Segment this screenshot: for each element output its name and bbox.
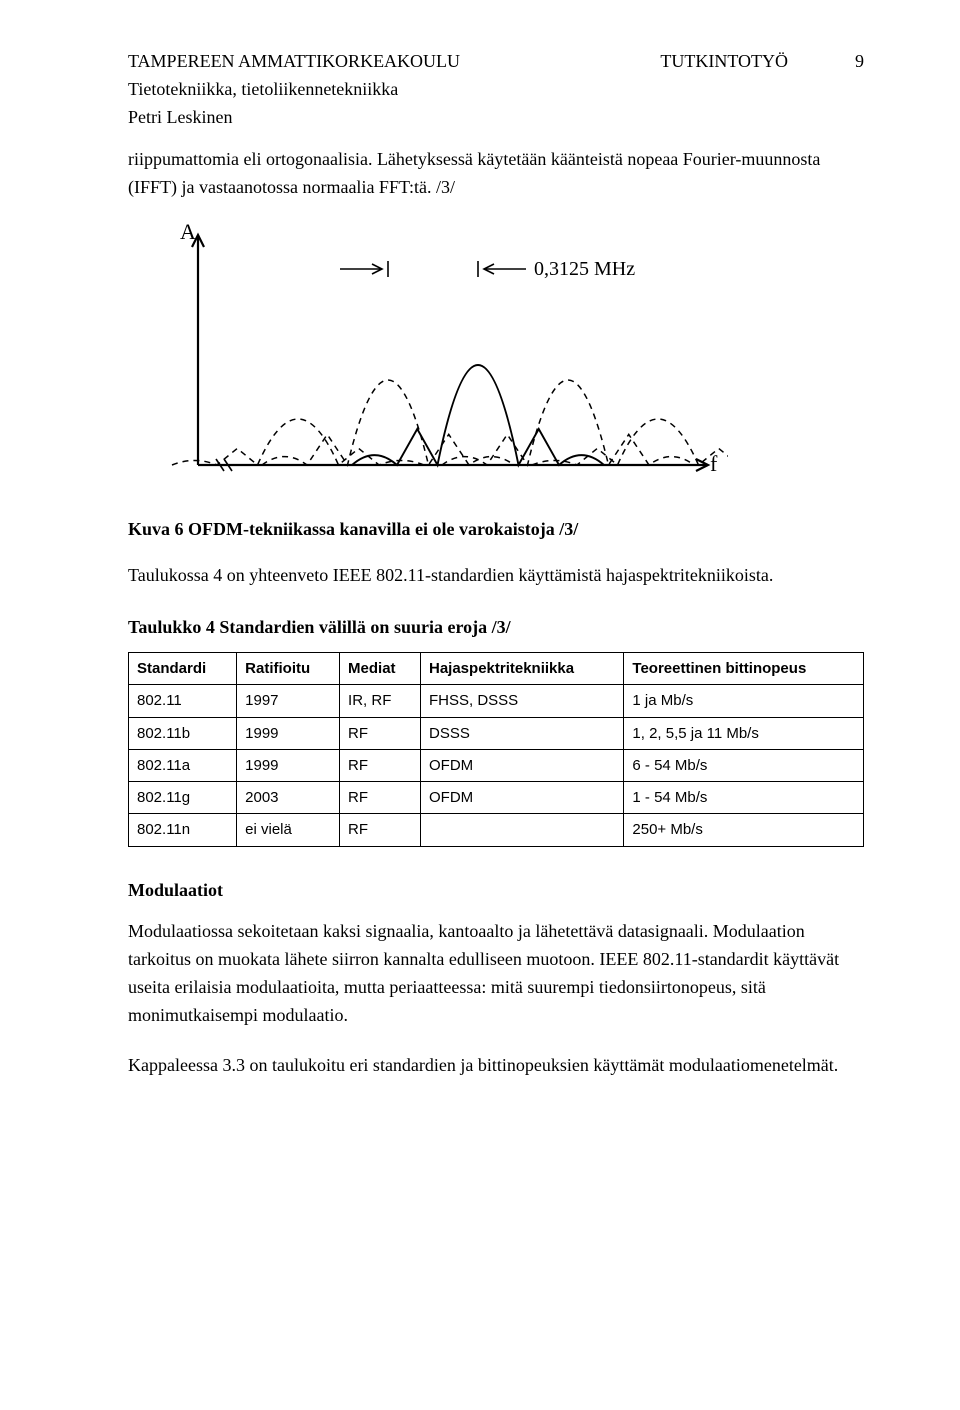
header-left: TAMPEREEN AMMATTIKORKEAKOULU Tietoteknii… xyxy=(128,48,460,132)
table-caption: Taulukko 4 Standardien välillä on suuria… xyxy=(128,614,864,642)
svg-text:A: A xyxy=(180,219,196,244)
table-cell xyxy=(421,814,624,846)
header-right: TUTKINTOTYÖ 9 xyxy=(660,48,864,132)
modulation-para-2: Kappaleessa 3.3 on taulukoitu eri standa… xyxy=(128,1052,864,1080)
table-row: 802.11b1999RFDSSS1, 2, 5,5 ja 11 Mb/s xyxy=(129,717,864,749)
table-body: 802.111997IR, RFFHSS, DSSS1 ja Mb/s802.1… xyxy=(129,685,864,846)
page: TAMPEREEN AMMATTIKORKEAKOULU Tietoteknii… xyxy=(0,0,960,1410)
ofdm-spectrum-chart: Af0,3125 MHz xyxy=(128,215,864,504)
table-cell: 1997 xyxy=(237,685,340,717)
table-cell: OFDM xyxy=(421,749,624,781)
table-cell: RF xyxy=(340,814,421,846)
table-cell: ei vielä xyxy=(237,814,340,846)
table-cell: OFDM xyxy=(421,782,624,814)
header-line-1: TAMPEREEN AMMATTIKORKEAKOULU xyxy=(128,48,460,76)
header-line-2: Tietotekniikka, tietoliikennetekniikka xyxy=(128,76,460,104)
table-cell: 6 - 54 Mb/s xyxy=(624,749,864,781)
table-cell: 1 - 54 Mb/s xyxy=(624,782,864,814)
table-cell: 802.11b xyxy=(129,717,237,749)
after-figure-paragraph-block: Taulukossa 4 on yhteenveto IEEE 802.11-s… xyxy=(128,562,864,590)
table-cell: FHSS, DSSS xyxy=(421,685,624,717)
after-figure-paragraph: Taulukossa 4 on yhteenveto IEEE 802.11-s… xyxy=(128,562,864,590)
table-header-cell: Standardi xyxy=(129,653,237,685)
table-header-cell: Ratifioitu xyxy=(237,653,340,685)
page-header: TAMPEREEN AMMATTIKORKEAKOULU Tietoteknii… xyxy=(128,48,864,132)
table-header-cell: Mediat xyxy=(340,653,421,685)
table-cell: 802.11a xyxy=(129,749,237,781)
table-cell: 802.11g xyxy=(129,782,237,814)
table-header-cell: Hajaspektritekniikka xyxy=(421,653,624,685)
table-cell: 1 ja Mb/s xyxy=(624,685,864,717)
header-right-label: TUTKINTOTYÖ xyxy=(660,48,788,76)
table-cell: 1, 2, 5,5 ja 11 Mb/s xyxy=(624,717,864,749)
svg-text:0,3125 MHz: 0,3125 MHz xyxy=(534,258,635,280)
page-number: 9 xyxy=(852,48,864,76)
table-row: 802.11nei vieläRF 250+ Mb/s xyxy=(129,814,864,846)
modulation-text: Modulaatiossa sekoitetaan kaksi signaali… xyxy=(128,918,864,1079)
figure-caption: Kuva 6 OFDM-tekniikassa kanavilla ei ole… xyxy=(128,516,864,544)
table-header-cell: Teoreettinen bittinopeus xyxy=(624,653,864,685)
table-head: StandardiRatifioituMediatHajaspektritekn… xyxy=(129,653,864,685)
table-cell: 1999 xyxy=(237,749,340,781)
table-cell: RF xyxy=(340,782,421,814)
table-cell: RF xyxy=(340,749,421,781)
intro-paragraph: riippumattomia eli ortogonaalisia. Lähet… xyxy=(128,146,864,202)
header-line-3: Petri Leskinen xyxy=(128,104,460,132)
table-row: 802.111997IR, RFFHSS, DSSS1 ja Mb/s xyxy=(129,685,864,717)
table-cell: IR, RF xyxy=(340,685,421,717)
table-cell: RF xyxy=(340,717,421,749)
table-cell: 250+ Mb/s xyxy=(624,814,864,846)
table-header-row: StandardiRatifioituMediatHajaspektritekn… xyxy=(129,653,864,685)
table-cell: 802.11n xyxy=(129,814,237,846)
table-cell: 2003 xyxy=(237,782,340,814)
table-cell: 802.11 xyxy=(129,685,237,717)
table-row: 802.11a1999RFOFDM6 - 54 Mb/s xyxy=(129,749,864,781)
intro-paragraph-block: riippumattomia eli ortogonaalisia. Lähet… xyxy=(128,146,864,202)
table-cell: 1999 xyxy=(237,717,340,749)
table-cell: DSSS xyxy=(421,717,624,749)
modulation-para-1: Modulaatiossa sekoitetaan kaksi signaali… xyxy=(128,918,864,1030)
table-row: 802.11g2003RFOFDM1 - 54 Mb/s xyxy=(129,782,864,814)
standards-table: StandardiRatifioituMediatHajaspektritekn… xyxy=(128,652,864,847)
ofdm-spectrum-svg: Af0,3125 MHz xyxy=(128,215,728,495)
section-heading: Modulaatiot xyxy=(128,877,864,905)
